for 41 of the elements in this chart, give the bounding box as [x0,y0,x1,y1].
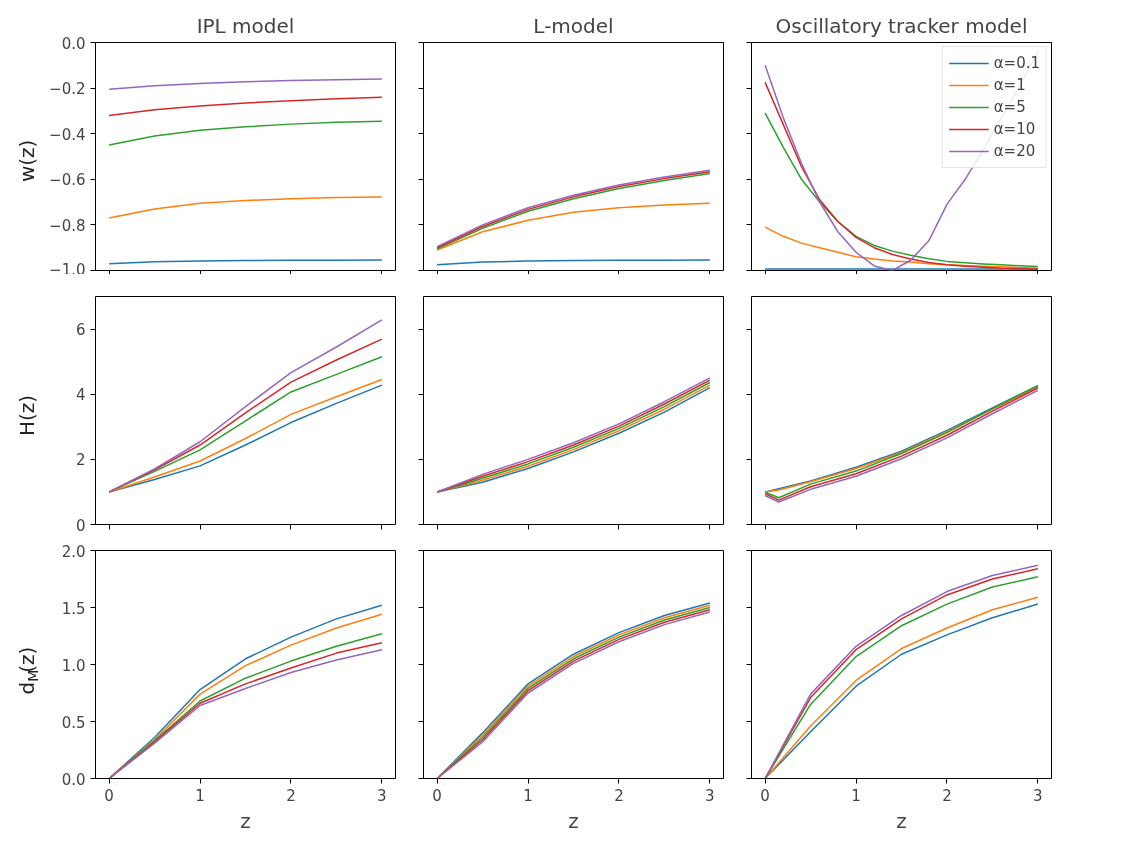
y-tick-label: 0 [75,516,86,535]
y-tick-label: 0.0 [61,34,86,53]
chart-title: Oscillatory tracker model [775,13,1028,38]
y-axis-title: H(z) [14,394,39,437]
x-axis-title: z [568,808,579,833]
x-tick-label: 2 [614,786,624,805]
legend-label: α=1 [993,76,1026,94]
y-tick-label: −0.2 [49,80,86,99]
y-tick-label: 2 [75,451,86,470]
y-tick-label: 1.5 [61,599,86,618]
y-tick-label: 1.0 [61,656,86,675]
x-tick-label: 0 [760,786,770,805]
y-axis-title: dM(z) [14,646,41,695]
x-axis-title: z [896,808,907,833]
x-tick-label: 3 [705,786,715,805]
y-axis-title: w(z) [14,139,39,183]
y-tick-label: −0.6 [49,171,86,190]
y-tick-label: 0.5 [61,713,86,732]
y-tick-label: 0.0 [61,770,86,789]
y-tick-label: 4 [75,386,86,405]
x-tick-label: 0 [432,786,442,805]
legend-label: α=0.1 [993,54,1040,72]
x-tick-label: 1 [851,786,861,805]
x-tick-label: 1 [195,786,205,805]
x-tick-label: 2 [942,786,952,805]
x-tick-label: 0 [104,786,114,805]
chart-title: L-model [533,13,614,38]
y-tick-label: 2.0 [61,542,86,561]
y-tick-label: −0.8 [49,216,86,235]
x-tick-label: 3 [377,786,387,805]
x-tick-label: 2 [286,786,296,805]
y-tick-label: −0.4 [49,125,86,144]
legend-label: α=10 [993,120,1036,138]
legend-label: α=5 [993,98,1026,116]
x-axis-title: z [240,808,251,833]
chart-title: IPL model [196,13,295,38]
x-tick-label: 3 [1033,786,1043,805]
legend-label: α=20 [993,142,1036,160]
y-tick-label: 6 [75,321,86,340]
y-tick-label: −1.0 [49,260,86,279]
x-tick-label: 1 [523,786,533,805]
